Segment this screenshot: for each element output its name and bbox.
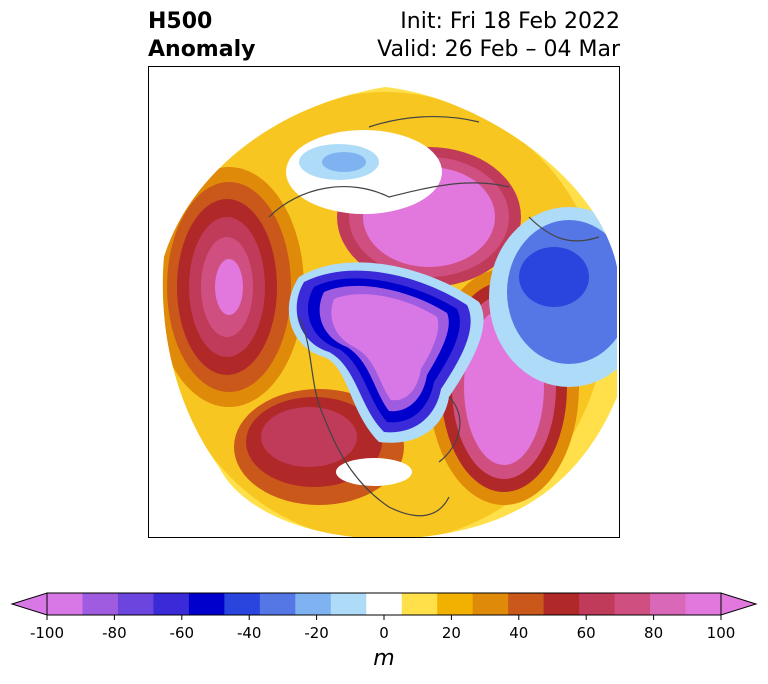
colorbar-segment bbox=[153, 593, 190, 615]
colorbar-segment bbox=[47, 593, 83, 615]
colorbar-tick-label: 20 bbox=[441, 624, 461, 642]
colorbar-tick-label: -100 bbox=[29, 624, 65, 642]
colorbar-tick-label: 80 bbox=[644, 624, 664, 642]
colorbar-segment bbox=[117, 593, 154, 615]
colorbar-segment bbox=[366, 593, 403, 615]
colorbar-tick-label: 0 bbox=[379, 624, 389, 642]
trough-main-center bbox=[331, 294, 439, 401]
colorbar-segment bbox=[650, 593, 687, 615]
colorbar-segment bbox=[579, 593, 616, 615]
valid-time: Valid: 26 Feb – 04 Mar bbox=[377, 37, 620, 62]
colorbar-tick-label: -40 bbox=[236, 624, 262, 642]
colorbar-segment bbox=[472, 593, 509, 615]
colorbar bbox=[10, 592, 758, 620]
colorbar-segment bbox=[401, 593, 438, 615]
colorbar-tick-label: -20 bbox=[304, 624, 329, 642]
ridge-sw-band-3 bbox=[261, 407, 357, 467]
colorbar-segment bbox=[543, 593, 580, 615]
coast-north bbox=[368, 115, 480, 128]
colorbar-segment bbox=[437, 593, 474, 615]
map-title: H500 Anomaly bbox=[148, 8, 255, 64]
anomaly-map bbox=[148, 66, 620, 538]
near-zero-south bbox=[336, 458, 412, 486]
colorbar-segment bbox=[82, 593, 119, 615]
init-time: Init: Fri 18 Feb 2022 bbox=[400, 9, 620, 34]
colorbar-tick-label: 40 bbox=[509, 624, 529, 642]
coast-north-america bbox=[298, 316, 450, 517]
coast-eurasia bbox=[528, 216, 600, 242]
colorbar-segment bbox=[295, 593, 332, 615]
colorbar-tick-label: -60 bbox=[169, 624, 195, 642]
colorbar-segment bbox=[614, 593, 651, 615]
title-line-2: Anomaly bbox=[148, 37, 256, 62]
colorbar-extend-high bbox=[720, 592, 758, 616]
colorbar-segment bbox=[259, 593, 296, 615]
contour-fill-group bbox=[162, 87, 618, 537]
coast-arctic bbox=[268, 182, 510, 218]
title-line-1: H500 bbox=[148, 9, 213, 34]
colorbar-extend-low bbox=[10, 592, 48, 616]
colorbar-segment bbox=[224, 593, 261, 615]
colorbar-segment bbox=[188, 593, 225, 615]
coastlines bbox=[268, 115, 600, 517]
colorbar-tick-label: -80 bbox=[102, 624, 127, 642]
colorbar-segment bbox=[330, 593, 367, 615]
colorbar-tick-label: 100 bbox=[706, 624, 736, 642]
anomaly-map-svg bbox=[162, 87, 618, 537]
coast-greenland bbox=[438, 396, 461, 463]
colorbar-segment bbox=[685, 593, 722, 615]
weak-negative-arctic-center bbox=[322, 152, 366, 172]
colorbar-segment bbox=[508, 593, 545, 615]
ridge-west-center bbox=[215, 259, 243, 315]
forecast-info: Init: Fri 18 Feb 2022 Valid: 26 Feb – 04… bbox=[377, 8, 620, 64]
colorbar-unit: m bbox=[373, 646, 395, 671]
trough-east-center bbox=[519, 247, 589, 307]
colorbar-tick-label: 60 bbox=[576, 624, 596, 642]
